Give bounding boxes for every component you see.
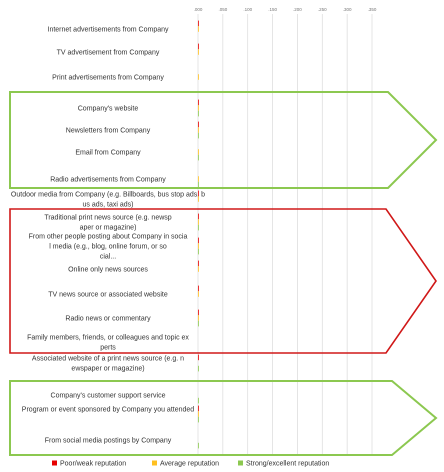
x-tick-label: .200 bbox=[293, 7, 302, 12]
category-label: Newsletters from Company bbox=[66, 128, 151, 135]
category-label: Outdoor media from Company (e.g. Billboa… bbox=[11, 192, 205, 209]
x-tick-label: .100 bbox=[243, 7, 252, 12]
x-tick-label: .350 bbox=[368, 7, 377, 12]
category-label: Program or event sponsored by Company yo… bbox=[22, 407, 194, 414]
bar bbox=[198, 26, 199, 32]
category-label: Print advertisements from Company bbox=[52, 75, 164, 82]
legend-label: Average reputation bbox=[160, 461, 219, 468]
bar bbox=[198, 266, 199, 272]
bar bbox=[198, 416, 199, 423]
bar bbox=[198, 397, 199, 404]
bar bbox=[198, 248, 199, 255]
bar bbox=[198, 260, 199, 267]
bars bbox=[198, 20, 199, 449]
bar bbox=[198, 320, 199, 327]
x-tick-label: .150 bbox=[268, 7, 277, 12]
legend-label: Poor/weak reputation bbox=[60, 461, 126, 468]
bar bbox=[198, 315, 199, 321]
bar bbox=[198, 110, 199, 117]
category-label: From other people posting about Company … bbox=[29, 234, 188, 261]
gridlines bbox=[197, 14, 373, 455]
bar bbox=[198, 176, 199, 182]
category-label: Company's customer support service bbox=[51, 393, 166, 400]
category-label: TV news source or associated website bbox=[48, 292, 168, 299]
bar bbox=[198, 121, 199, 128]
x-tick-labels: .000 .050 .100 .150 .200 .250 .300 .350 bbox=[194, 7, 377, 12]
category-label: TV advertisement from Company bbox=[57, 50, 160, 57]
bar bbox=[198, 149, 199, 155]
x-tick-label: .250 bbox=[318, 7, 327, 12]
bar bbox=[198, 285, 199, 292]
bar bbox=[198, 196, 199, 202]
bar bbox=[198, 291, 199, 297]
legend-swatch bbox=[238, 460, 243, 466]
bar bbox=[198, 442, 199, 449]
category-label: Traditional print news source (e.g. news… bbox=[44, 215, 171, 232]
bar bbox=[198, 127, 199, 133]
bar bbox=[198, 49, 199, 55]
bar bbox=[198, 411, 199, 417]
bar bbox=[198, 309, 199, 316]
category-label: From social media postings by Company bbox=[45, 438, 172, 445]
bar bbox=[198, 99, 199, 106]
bar bbox=[198, 237, 199, 244]
x-tick-label: .050 bbox=[218, 7, 227, 12]
category-label: Radio news or commentary bbox=[65, 316, 151, 323]
category-label: Internet advertisements from Company bbox=[48, 27, 169, 34]
x-tick-label: .300 bbox=[343, 7, 352, 12]
legend-swatch bbox=[152, 460, 157, 466]
legend-swatch bbox=[52, 460, 57, 466]
category-label: Company's website bbox=[78, 106, 139, 113]
bar bbox=[198, 20, 199, 27]
bar bbox=[198, 213, 199, 220]
bar bbox=[198, 354, 199, 361]
bar bbox=[198, 74, 199, 80]
group-outline-company-channels bbox=[9, 91, 438, 189]
category-label: Online only news sources bbox=[68, 267, 148, 274]
legend-label: Strong/excellent reputation bbox=[246, 461, 329, 468]
category-label: Associated website of a print news sourc… bbox=[32, 356, 184, 373]
legend: Poor/weak reputation Average reputation St… bbox=[52, 460, 329, 468]
bar bbox=[198, 181, 199, 188]
category-label: Family members, friends, or colleagues a… bbox=[27, 335, 189, 352]
category-label: Radio advertisements from Company bbox=[50, 177, 166, 184]
category-labels: Internet advertisements from Company TV a… bbox=[11, 27, 205, 445]
group-outline-company-engagement bbox=[9, 380, 438, 456]
bar bbox=[198, 190, 199, 197]
bar bbox=[198, 43, 199, 50]
bar bbox=[198, 243, 199, 249]
group-outlines bbox=[9, 91, 438, 456]
bar bbox=[198, 405, 199, 412]
x-tick-label: .000 bbox=[194, 7, 203, 12]
bar bbox=[198, 365, 199, 372]
bar bbox=[198, 105, 199, 111]
bar bbox=[198, 224, 199, 231]
group-outline-news-sources bbox=[9, 208, 437, 354]
bar bbox=[198, 219, 199, 225]
bar bbox=[198, 132, 199, 139]
category-label: Email from Company bbox=[75, 150, 141, 157]
bar bbox=[198, 154, 199, 161]
